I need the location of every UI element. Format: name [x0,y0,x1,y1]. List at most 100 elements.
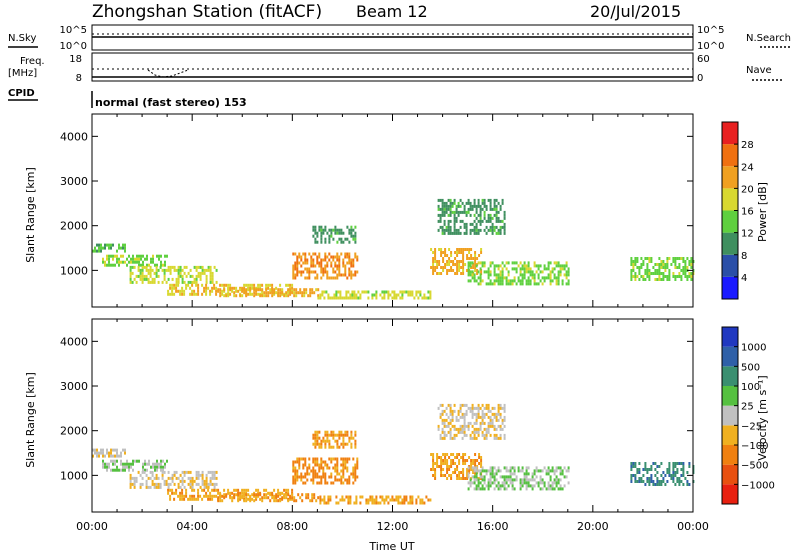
echo-cell [169,286,172,290]
echo-cell [110,263,112,267]
echo-cell [334,255,337,259]
echo-cell [313,496,316,500]
echo-cell [233,493,236,497]
echo-cell [265,488,268,492]
echo-region [467,466,570,491]
echo-cell [489,219,492,223]
echo-cell [116,468,118,472]
echo-cell [205,277,208,281]
echo-cell [197,488,200,492]
echo-cell [555,466,558,470]
echo-cell [515,475,518,479]
echo-cell [467,207,470,211]
echo-cell [361,290,364,294]
echo-cell [265,283,268,287]
echo-cell [462,272,465,275]
echo-cell [658,263,661,266]
echo-cell [477,478,480,482]
echo-cell [231,496,234,500]
echo-cell [197,473,200,477]
echo-cell [303,291,306,295]
echo-cell [215,292,218,296]
echo-cell [469,207,472,211]
echo-cell [221,494,224,498]
echo-cell [658,269,661,272]
echo-cell [547,273,550,277]
echo-cell [511,279,514,283]
echo-region [292,457,359,485]
echo-cell [483,415,486,419]
echo-cell [349,501,352,505]
echo-cell [300,264,303,268]
echo-cell [295,294,298,298]
echo-cell [445,228,448,232]
echo-cell [320,439,323,443]
echo-cell [638,480,641,483]
echo-cell [473,198,476,202]
echo-cell [456,266,459,269]
echo-cell [320,442,323,446]
echo-cell [474,462,477,465]
echo-cell [309,499,312,503]
echo-cell [458,459,461,462]
echo-cell [309,294,312,298]
echo-cell [561,282,564,286]
echo-cell [485,472,488,476]
echo-cell [471,261,474,265]
echo-cell [525,466,528,470]
echo-cell [356,463,359,467]
echo-cell [348,478,351,482]
echo-cell [104,462,106,466]
echo-cell [434,468,437,471]
echo-cell [668,269,671,272]
echo-cell [328,237,331,241]
echo-cell [177,485,180,489]
echo-cell [314,439,317,443]
echo-cell [215,494,218,498]
echo-cell [273,288,276,292]
echo-cell [313,493,316,497]
echo-cell [475,264,478,268]
echo-cell [373,498,376,502]
echo-cell [440,465,443,468]
echo-cell [434,254,437,257]
power-heatmap [92,198,695,300]
echo-cell [354,469,357,473]
echo-cell [475,204,478,208]
echo-cell [179,491,182,495]
echo-cell [537,469,540,473]
echo-cell [292,460,295,464]
echo-cell [465,412,468,416]
echo-cell [495,484,498,488]
echo-cell [483,475,486,479]
echo-cell [523,472,526,476]
echo-cell [476,257,479,260]
echo-cell [145,268,148,272]
echo-cell [147,476,150,480]
echo-cell [326,433,329,437]
echo-cell [136,260,138,264]
echo-cell [423,501,426,505]
echo-cell [462,471,465,474]
echo-cell [338,228,341,232]
echo-cell [185,265,188,269]
echo-cell [169,265,172,269]
time-tick-label: 00:00 [677,520,709,533]
echo-cell [129,280,132,284]
echo-cell [442,266,445,269]
echo-cell [102,459,104,463]
echo-cell [308,252,311,256]
echo-cell [457,213,460,217]
echo-cell [108,263,110,267]
echo-cell [549,270,552,274]
echo-cell [455,231,458,235]
echo-cell [547,261,550,265]
echo-cell [323,501,326,505]
echo-cell [171,473,174,477]
echo-cell [654,272,657,275]
echo-cell [137,265,140,269]
echo-cell [636,468,639,471]
echo-cell [399,296,402,300]
echo-cell [108,462,110,466]
